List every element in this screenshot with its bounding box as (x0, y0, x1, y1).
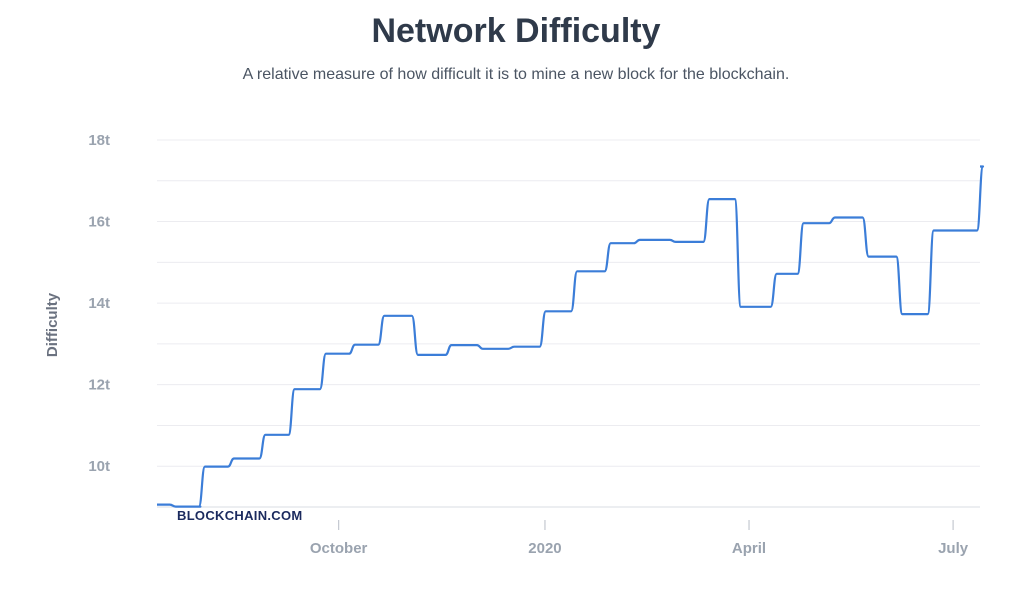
x-tick-label: April (732, 540, 766, 557)
y-tick-label: 14t (88, 295, 110, 312)
y-axis-ticks: 10t 12t 14t 16t 18t (88, 132, 110, 475)
chart-subtitle: A relative measure of how difficult it i… (242, 66, 790, 83)
blockchain-logo-watermark: BLOCKCHAIN.COM (177, 508, 303, 523)
difficulty-series-line (157, 165, 985, 508)
y-tick-label: 18t (88, 132, 110, 149)
chart-title: Network Difficulty (371, 12, 661, 50)
grid-lines (157, 139, 980, 508)
y-tick-label: 16t (88, 214, 110, 231)
y-tick-label: 10t (88, 458, 110, 475)
x-tick-label: July (938, 540, 969, 557)
y-axis-label: Difficulty (44, 292, 61, 357)
x-tick-label: 2020 (528, 540, 561, 557)
y-tick-label: 12t (88, 377, 110, 394)
x-axis: October 2020 April July (157, 506, 980, 557)
x-tick-label: October (310, 540, 368, 557)
